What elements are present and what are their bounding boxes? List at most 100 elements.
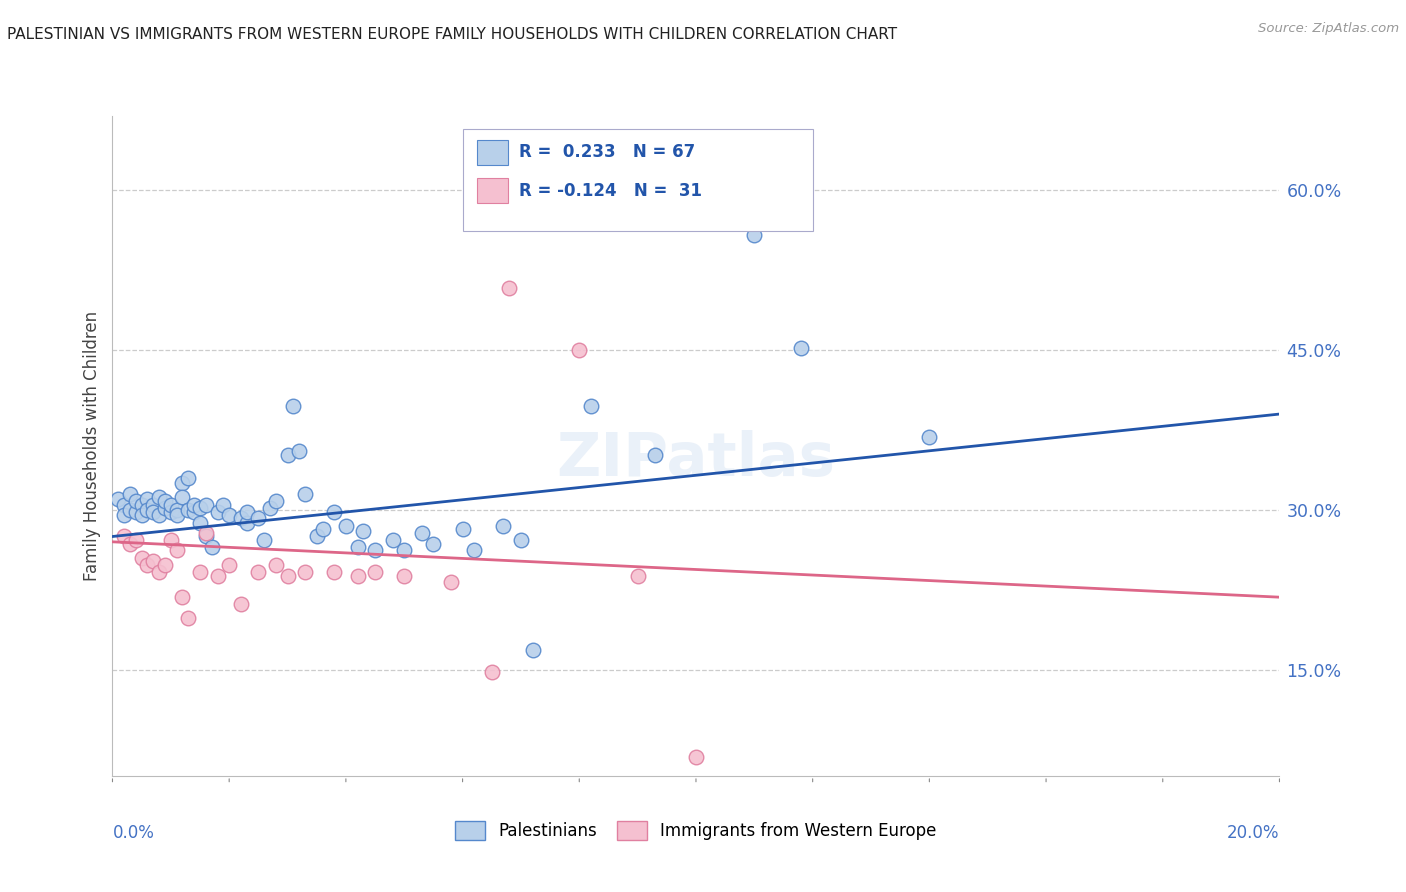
Point [212, 498, 235, 512]
Point [183, 498, 205, 512]
Point [276, 448, 298, 462]
Point [579, 399, 602, 413]
Point [568, 343, 591, 358]
Point [288, 444, 311, 458]
Point [183, 505, 205, 519]
Point [264, 494, 287, 508]
Point [207, 505, 229, 519]
Point [160, 533, 183, 547]
Point [166, 508, 188, 523]
Point [294, 487, 316, 501]
Point [107, 492, 129, 507]
Legend: Palestinians, Immigrants from Western Europe: Palestinians, Immigrants from Western Eu… [449, 814, 943, 847]
Point [394, 569, 416, 583]
Point [235, 505, 257, 519]
Point [463, 543, 485, 558]
Point [364, 543, 387, 558]
Point [394, 543, 416, 558]
Point [685, 750, 707, 764]
Point [283, 399, 305, 413]
Point [492, 519, 515, 533]
Point [148, 508, 170, 523]
Point [153, 558, 176, 573]
Point [166, 543, 188, 558]
Point [172, 476, 194, 491]
Point [346, 540, 368, 554]
Text: ZIPatlas: ZIPatlas [557, 430, 835, 489]
Point [335, 519, 357, 533]
Point [112, 498, 135, 512]
Point [364, 565, 387, 579]
Point [918, 430, 941, 444]
Point [172, 490, 194, 504]
Point [148, 565, 170, 579]
Point [352, 524, 374, 538]
Point [160, 498, 183, 512]
Point [509, 533, 531, 547]
Point [194, 526, 217, 541]
Text: R = -0.124   N =  31: R = -0.124 N = 31 [519, 182, 702, 200]
Point [125, 533, 148, 547]
Point [125, 494, 148, 508]
Text: PALESTINIAN VS IMMIGRANTS FROM WESTERN EUROPE FAMILY HOUSEHOLDS WITH CHILDREN CO: PALESTINIAN VS IMMIGRANTS FROM WESTERN E… [7, 27, 897, 42]
Point [148, 490, 170, 504]
Point [218, 508, 240, 523]
Point [276, 569, 298, 583]
Point [305, 529, 328, 543]
Point [498, 281, 520, 295]
Point [247, 511, 270, 525]
Point [118, 537, 141, 551]
Point [177, 471, 200, 485]
Point [742, 228, 765, 243]
Point [440, 575, 463, 590]
Point [259, 500, 281, 515]
Point [264, 558, 287, 573]
Point [136, 558, 159, 573]
Text: 20.0%: 20.0% [1227, 824, 1279, 842]
Point [346, 569, 368, 583]
Text: R =  0.233   N = 67: R = 0.233 N = 67 [519, 144, 695, 161]
Point [142, 498, 165, 512]
Point [153, 494, 176, 508]
Point [118, 487, 141, 501]
Point [627, 569, 650, 583]
Point [112, 508, 135, 523]
Point [229, 597, 252, 611]
Point [422, 537, 444, 551]
Point [381, 533, 404, 547]
Point [131, 508, 153, 523]
Point [118, 503, 141, 517]
Point [125, 505, 148, 519]
Point [323, 505, 346, 519]
Point [235, 516, 257, 530]
Point [207, 569, 229, 583]
Y-axis label: Family Households with Children: Family Households with Children [83, 311, 101, 581]
Point [323, 565, 346, 579]
Point [160, 505, 183, 519]
Point [201, 540, 224, 554]
Point [177, 611, 200, 625]
Point [522, 643, 544, 657]
Text: Source: ZipAtlas.com: Source: ZipAtlas.com [1258, 22, 1399, 36]
Point [294, 565, 316, 579]
Point [247, 565, 270, 579]
Text: 0.0%: 0.0% [112, 824, 155, 842]
Point [188, 516, 211, 530]
Point [142, 554, 165, 568]
Point [229, 511, 252, 525]
Point [194, 529, 217, 543]
Point [177, 503, 200, 517]
Point [131, 550, 153, 565]
Point [253, 533, 276, 547]
Point [136, 503, 159, 517]
Point [131, 498, 153, 512]
Point [790, 341, 813, 355]
Point [142, 505, 165, 519]
Point [153, 500, 176, 515]
Point [311, 522, 333, 536]
Point [166, 503, 188, 517]
Point [194, 498, 217, 512]
Point [411, 526, 433, 541]
Point [644, 448, 666, 462]
Point [451, 522, 474, 536]
